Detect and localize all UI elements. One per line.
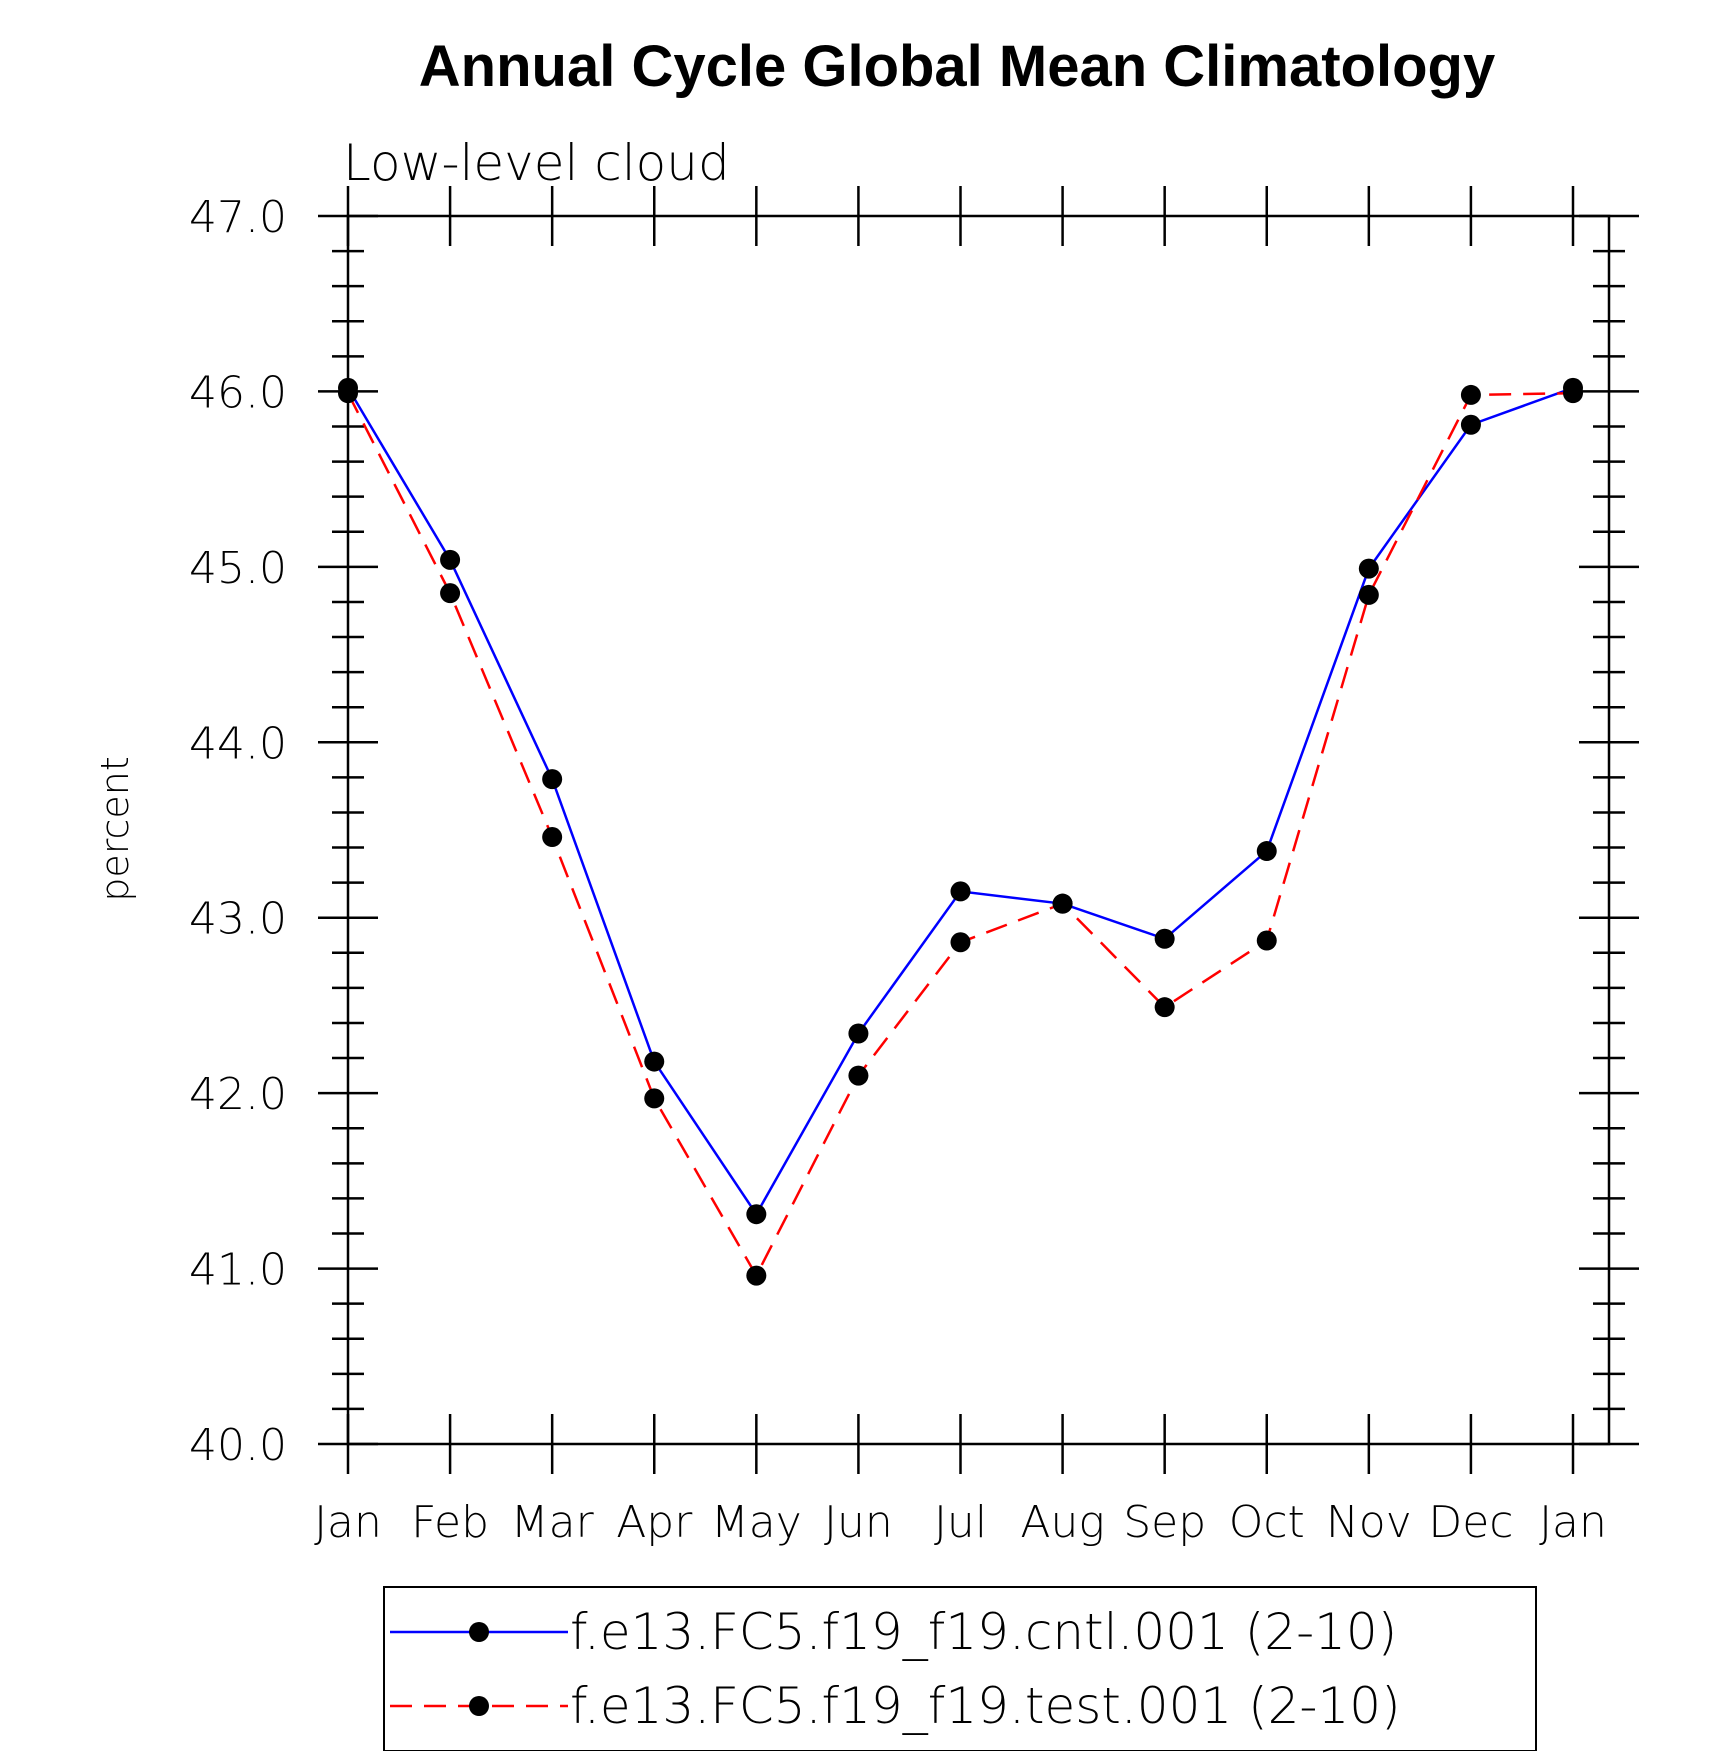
series-line-1 <box>346 391 1574 1279</box>
x-tick-label: May <box>711 1497 802 1548</box>
data-point <box>1154 928 1175 949</box>
y-tick-label: 42.0 <box>189 1069 287 1120</box>
data-point <box>338 383 358 404</box>
data-point <box>848 1065 869 1086</box>
x-tick-label: Sep <box>1123 1497 1206 1548</box>
x-tick-labels: Jan Feb Mar Apr May Jun Jul Aug Sep Oct Nov Dec Jan <box>314 1497 1607 1548</box>
y-tick-label: 43.0 <box>189 894 287 945</box>
data-point <box>1052 893 1073 914</box>
data-point <box>848 1023 869 1044</box>
data-point <box>644 1088 665 1109</box>
x-tick-label: Aug <box>1020 1497 1104 1548</box>
x-tick-label: Jul <box>934 1497 987 1548</box>
x-tick-label: Feb <box>411 1497 489 1548</box>
legend-label-cntl: f.e13.FC5.f19_f19.cntl.001 (2-10) <box>570 1603 1397 1661</box>
data-point <box>1563 383 1583 404</box>
legend-marker-cntl <box>469 1622 489 1642</box>
y-axis-label: percent <box>93 756 137 902</box>
x-tick-label: Jun <box>824 1497 893 1548</box>
y-tick-labels: 40.0 41.0 42.0 43.0 44.0 45.0 46.0 47.0 <box>189 192 287 1471</box>
data-point <box>1358 584 1379 605</box>
data-point <box>1460 384 1481 405</box>
data-point <box>440 549 461 570</box>
data-point <box>950 932 971 953</box>
data-point <box>644 1051 665 1072</box>
x-tick-label: Dec <box>1428 1497 1513 1548</box>
series-line-0 <box>346 386 1574 1217</box>
legend-box <box>383 1586 1537 1751</box>
chart-subtitle: Low-level cloud <box>343 134 730 192</box>
y-tick-label: 45.0 <box>189 543 287 594</box>
data-point <box>542 769 563 790</box>
plot-frame <box>346 214 1611 1446</box>
legend-label-test: f.e13.FC5.f19_f19.test.001 (2-10) <box>570 1677 1401 1735</box>
y-tick-label: 44.0 <box>189 718 287 769</box>
data-point <box>950 881 971 902</box>
x-tick-label: Nov <box>1326 1497 1412 1548</box>
y-tick-label: 46.0 <box>189 367 287 418</box>
x-tick-label: Jan <box>1539 1497 1607 1548</box>
data-point <box>1154 997 1175 1018</box>
legend-marker-test <box>469 1696 489 1716</box>
y-tick-label: 41.0 <box>189 1245 287 1296</box>
y-tick-label: 40.0 <box>189 1420 287 1471</box>
data-point <box>1256 841 1277 862</box>
data-point <box>1460 414 1481 435</box>
data-point <box>542 827 563 848</box>
data-point <box>1358 558 1379 579</box>
x-tick-label: Oct <box>1229 1497 1305 1548</box>
y-tick-label: 47.0 <box>189 192 287 243</box>
series-layer <box>338 377 1583 1286</box>
x-tick-label: Jan <box>314 1497 382 1548</box>
data-point <box>1256 930 1277 951</box>
chart-title: Annual Cycle Global Mean Climatology <box>419 34 1495 99</box>
data-point <box>440 583 461 604</box>
x-tick-label: Mar <box>511 1497 595 1548</box>
axis-ticks <box>318 186 1639 1474</box>
x-tick-label: Apr <box>616 1497 693 1548</box>
data-point <box>746 1265 767 1286</box>
legend: f.e13.FC5.f19_f19.cntl.001 (2-10) f.e13.… <box>383 1586 1537 1751</box>
data-point <box>746 1204 767 1225</box>
